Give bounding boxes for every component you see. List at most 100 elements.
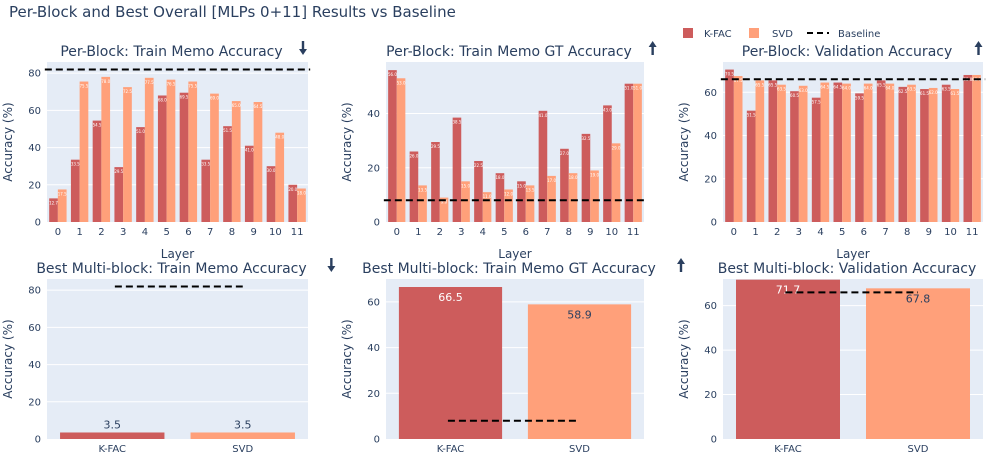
bar-svd[interactable] xyxy=(232,101,241,222)
bar-kfac[interactable] xyxy=(60,432,164,439)
bar-kfac[interactable] xyxy=(812,98,821,222)
bar-kfac[interactable] xyxy=(920,89,929,222)
arrow-up-icon xyxy=(975,41,983,55)
legend-label-baseline: Baseline xyxy=(838,29,880,40)
bar-value-label: 38.5 xyxy=(452,120,461,125)
bar-value-label: 54.5 xyxy=(93,123,102,128)
bar-kfac[interactable] xyxy=(267,166,276,222)
bar-kfac[interactable] xyxy=(93,121,102,222)
bar-svd[interactable] xyxy=(80,82,89,222)
bar-kfac[interactable] xyxy=(877,80,886,222)
bar-svd[interactable] xyxy=(569,173,578,222)
bar-kfac[interactable] xyxy=(223,126,232,222)
bar-svd[interactable] xyxy=(145,78,154,222)
bar-svd[interactable] xyxy=(929,88,938,222)
bar-svd[interactable] xyxy=(734,76,743,222)
y-tick-label: 20 xyxy=(367,389,380,400)
bar-kfac[interactable] xyxy=(736,280,840,439)
bar-value-label: 43.0 xyxy=(603,107,612,112)
bar-kfac[interactable] xyxy=(410,151,419,222)
x-tick-label: 6 xyxy=(861,227,867,238)
bar-kfac[interactable] xyxy=(942,85,951,222)
bar-value-label: 18.0 xyxy=(569,175,578,180)
bar-svd[interactable] xyxy=(188,82,197,222)
bar-kfac[interactable] xyxy=(603,105,612,222)
bar-svd[interactable] xyxy=(167,80,176,222)
bar-svd[interactable] xyxy=(275,133,284,222)
y-tick-label: 60 xyxy=(704,88,717,99)
figure: Per-Block and Best Overall [MLPs 0+11] R… xyxy=(0,0,996,455)
bar-svd[interactable] xyxy=(777,85,786,222)
bar-svd[interactable] xyxy=(907,85,916,222)
y-tick-label: 80 xyxy=(28,69,41,80)
panel-title: Per-Block: Train Memo GT Accuracy xyxy=(386,44,632,60)
bar-value-label: 41.0 xyxy=(538,113,547,118)
bar-kfac[interactable] xyxy=(899,87,908,222)
bar-value-label: 59.5 xyxy=(855,95,864,100)
x-tick-label: 2 xyxy=(98,227,104,238)
bar-kfac[interactable] xyxy=(560,149,569,222)
bar-svd[interactable] xyxy=(528,304,631,439)
bar-value-label: 75.5 xyxy=(80,84,89,89)
bar-svd[interactable] xyxy=(590,170,599,222)
bar-kfac[interactable] xyxy=(245,146,254,222)
bar-kfac[interactable] xyxy=(834,83,843,222)
legend[interactable]: K-FAC SVD Baseline xyxy=(683,28,880,40)
bar-kfac[interactable] xyxy=(769,80,778,222)
bar-svd[interactable] xyxy=(972,75,981,222)
bar-svd[interactable] xyxy=(254,102,263,222)
bar-kfac[interactable] xyxy=(399,287,502,439)
bar-svd[interactable] xyxy=(191,432,295,439)
bar-kfac[interactable] xyxy=(725,70,734,222)
bar-svd[interactable] xyxy=(842,84,851,222)
panel-title: Per-Block: Train Memo Accuracy xyxy=(60,44,282,60)
legend-label-svd: SVD xyxy=(772,29,793,40)
bar-kfac[interactable] xyxy=(855,93,864,222)
bar-svd[interactable] xyxy=(612,143,621,222)
bar-value-label: 29.0 xyxy=(612,145,621,150)
y-tick-label: 80 xyxy=(28,286,41,297)
bar-kfac[interactable] xyxy=(431,142,440,222)
bar-kfac[interactable] xyxy=(539,111,548,222)
bar-svd[interactable] xyxy=(799,86,808,222)
bar-kfac[interactable] xyxy=(453,118,462,222)
bar-kfac[interactable] xyxy=(474,161,483,222)
bar-svd[interactable] xyxy=(821,83,830,222)
bar-value-label: 29.5 xyxy=(431,144,440,149)
bar-svd[interactable] xyxy=(756,80,765,222)
bar-kfac[interactable] xyxy=(136,127,145,222)
bar-kfac[interactable] xyxy=(747,111,756,222)
bar-kfac[interactable] xyxy=(158,95,167,222)
legend-swatch-svd xyxy=(749,28,759,38)
bar-kfac[interactable] xyxy=(582,134,591,222)
x-tick-label: 11 xyxy=(627,227,640,238)
bar-svd[interactable] xyxy=(886,84,895,222)
bar-value-label: 41.0 xyxy=(245,148,254,153)
bar-value-label: 72.5 xyxy=(123,89,132,94)
bar-value-label: 48.0 xyxy=(275,135,284,140)
bar-svd[interactable] xyxy=(866,288,970,439)
y-axis-label: Accuracy (%) xyxy=(677,102,691,181)
bar-kfac[interactable] xyxy=(388,70,397,222)
bar-kfac[interactable] xyxy=(201,160,210,222)
bar-value-label: 3.5 xyxy=(234,418,252,431)
bar-kfac[interactable] xyxy=(964,75,973,222)
chart-panel-5: 0204060K-FAC SVD66.558.9Best Multi-block:… xyxy=(340,258,685,455)
bar-svd[interactable] xyxy=(864,84,873,222)
bar-svd[interactable] xyxy=(210,94,219,222)
bar-value-label: 62.0 xyxy=(929,90,938,95)
bar-value-label: 27.0 xyxy=(560,151,569,156)
y-tick-label: 40 xyxy=(28,360,41,371)
bar-kfac[interactable] xyxy=(790,91,799,222)
panel-title: Best Multi-block: Train Memo Accuracy xyxy=(36,261,306,277)
bar-kfac[interactable] xyxy=(180,93,189,222)
bar-svd[interactable] xyxy=(101,77,110,222)
bar-value-label: 26.0 xyxy=(409,153,418,158)
bar-kfac[interactable] xyxy=(496,173,505,222)
bar-kfac[interactable] xyxy=(71,160,80,222)
bar-svd[interactable] xyxy=(123,87,132,222)
bar-kfac[interactable] xyxy=(114,167,123,222)
bar-value-label: 65.0 xyxy=(232,103,241,108)
bar-svd[interactable] xyxy=(951,89,960,222)
bar-value-label: 66.5 xyxy=(438,291,463,304)
